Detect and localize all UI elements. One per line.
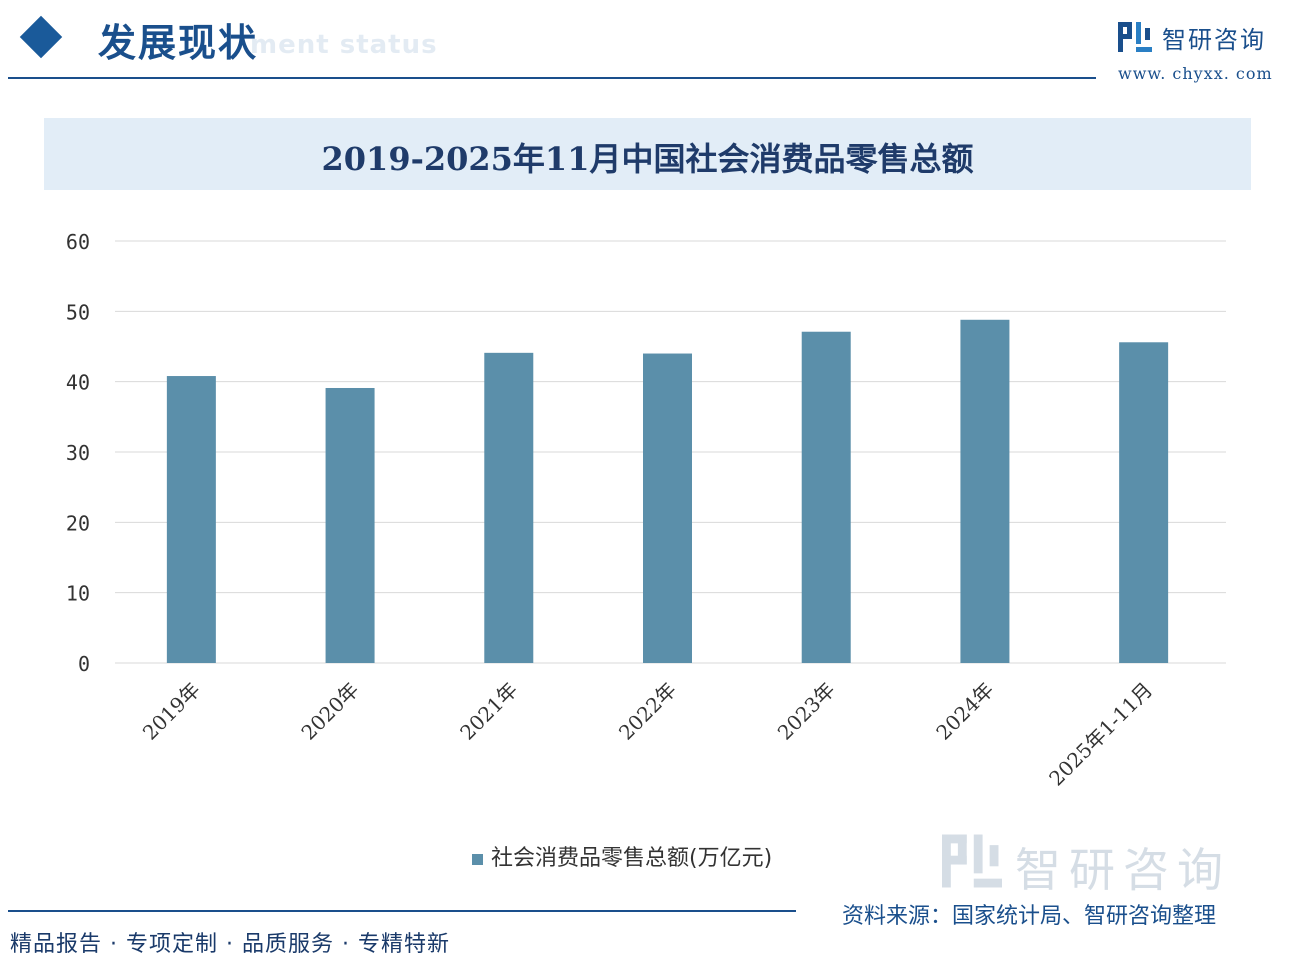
bar [166, 376, 216, 663]
bar [484, 352, 534, 663]
x-tick-label: 2020年 [296, 678, 363, 745]
x-tick-label: 2023年 [773, 678, 840, 745]
x-tick-label: 2019年 [138, 678, 205, 745]
x-axis-labels: 2019年 2020年 2021年 2022年 2023年 2024年 2025年1-11月 [138, 678, 1157, 791]
y-tick-label: 0 [78, 652, 90, 676]
bar [325, 387, 375, 663]
y-tick-label: 60 [66, 230, 90, 254]
x-tick-label: 2022年 [614, 678, 681, 745]
brand-mark-icon [1118, 22, 1152, 52]
bars [166, 319, 1169, 663]
data-source: 资料来源：国家统计局、智研咨询整理 [842, 904, 1217, 929]
legend-label: 社会消费品零售总额(万亿元) [491, 846, 773, 871]
diamond-icon [19, 15, 63, 59]
legend-swatch [472, 853, 483, 865]
y-tick-label: 10 [66, 582, 90, 606]
watermark-brand-name: 智研咨询 [1015, 843, 1231, 897]
watermark-logo-icon [942, 834, 1002, 888]
brand-url: www. chyxx. com [1118, 64, 1273, 83]
chart-title-band: 2019-2025年11月中国社会消费品零售总额 [44, 118, 1251, 190]
bar [1119, 342, 1169, 663]
footer-slogan: 精品报告 · 专项定制 · 品质服务 · 专精特新 [10, 932, 450, 957]
y-tick-label: 50 [66, 300, 90, 324]
chart-legend: 社会消费品零售总额(万亿元) [472, 840, 773, 871]
section-title: 发展现状 [98, 21, 259, 65]
y-axis-ticks: 0 10 20 30 40 50 60 [66, 230, 90, 676]
section-subtitle: ment status [250, 30, 438, 60]
header-divider [8, 77, 1096, 79]
y-tick-label: 30 [66, 441, 90, 465]
bar [801, 331, 851, 663]
bar [960, 319, 1010, 663]
y-tick-label: 40 [66, 371, 90, 395]
x-tick-label: 2021年 [455, 678, 522, 745]
chart-title: 2019-2025年11月中国社会消费品零售总额 [321, 140, 974, 178]
bar [643, 353, 692, 663]
x-tick-label: 2025年1-11月 [1044, 678, 1157, 791]
brand-name: 智研咨询 [1162, 26, 1266, 54]
footer-divider [8, 910, 796, 912]
brand-logo: 智研咨询 www. chyxx. com [1118, 20, 1288, 83]
y-tick-label: 20 [66, 511, 90, 535]
x-tick-label: 2024年 [931, 678, 998, 745]
page-header: ment status 发展现状 智研咨询 www. chyxx. com [0, 0, 1306, 90]
